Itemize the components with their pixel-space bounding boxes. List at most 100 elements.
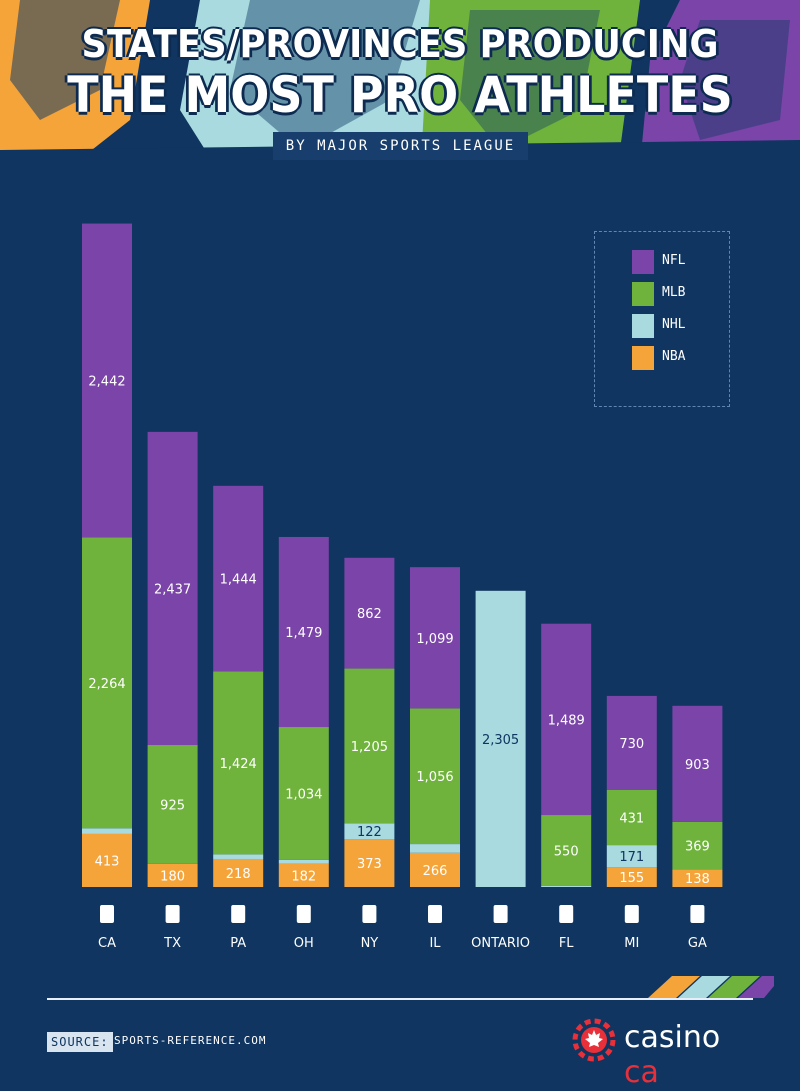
- footer-divider: [47, 998, 753, 1000]
- category-label-mi: MI: [624, 936, 639, 951]
- legend-swatch-nba: [632, 346, 654, 370]
- bar-nfl-fl: [541, 623, 592, 816]
- legend-label-nba: NBA: [662, 349, 686, 364]
- bar-mlb-ca: [82, 537, 132, 829]
- data-label-nfl-ny: 862: [357, 607, 382, 622]
- legend-label-nfl: NFL: [662, 253, 686, 268]
- data-label-nfl-tx: 2,437: [154, 582, 191, 597]
- logo-wordmark: casino ca: [624, 1020, 762, 1090]
- data-label-nba-mi: 155: [619, 871, 644, 886]
- data-label-mlb-tx: 925: [160, 798, 185, 813]
- bar-nfl-ny: [344, 557, 395, 669]
- bar-nhl-ontario: [475, 590, 526, 887]
- data-label-nba-pa: 218: [226, 867, 251, 882]
- category-label-oh: OH: [294, 936, 314, 951]
- region-shape-icon-ontario: [493, 905, 508, 923]
- bar-nfl-pa: [213, 485, 264, 672]
- data-label-nba-ca: 413: [95, 854, 120, 869]
- category-label-ontario: ONTARIO: [471, 936, 530, 951]
- bar-nfl-il: [410, 567, 460, 709]
- data-label-nfl-oh: 1,479: [285, 626, 322, 641]
- header-artwork: [0, 0, 800, 205]
- data-label-mlb-ny: 1,205: [351, 740, 388, 755]
- bar-nba-il: [410, 852, 460, 887]
- data-label-mlb-pa: 1,424: [220, 757, 257, 772]
- maple-leaf-chip-icon: [572, 1018, 616, 1062]
- bar-nhl-il: [410, 844, 460, 853]
- bar-nfl-tx: [147, 431, 198, 746]
- data-label-mlb-oh: 1,034: [285, 787, 322, 802]
- category-label-tx: TX: [163, 936, 181, 951]
- category-label-pa: PA: [230, 936, 246, 951]
- bar-nhl-ca: [82, 828, 132, 834]
- logo-text-ca: ca: [624, 1055, 659, 1090]
- data-label-nba-il: 266: [423, 864, 448, 879]
- region-shape-icon-tx: [165, 905, 180, 923]
- bar-nhl-pa: [213, 854, 264, 859]
- bar-nfl-ca: [82, 223, 132, 538]
- bar-nhl-oh: [278, 859, 329, 864]
- category-label-ga: GA: [688, 936, 707, 951]
- data-label-nfl-ca: 2,442: [88, 374, 125, 389]
- data-label-mlb-ca: 2,264: [88, 677, 125, 692]
- logo-text-casino: casino: [624, 1020, 721, 1055]
- casino-ca-logo: casino ca: [572, 1018, 762, 1090]
- data-label-nhl-ontario: 2,305: [482, 733, 519, 748]
- region-shape-icon-ga: [690, 905, 705, 923]
- chart-subtitle: BY MAJOR SPORTS LEAGUE: [273, 132, 528, 160]
- bar-nba-ga: [672, 869, 723, 887]
- bar-nba-pa: [213, 858, 264, 887]
- bar-mlb-mi: [606, 789, 657, 846]
- data-label-mlb-fl: 550: [554, 844, 579, 859]
- bar-nba-tx: [147, 863, 198, 887]
- bar-nba-ca: [82, 833, 132, 887]
- legend-label-mlb: MLB: [662, 285, 686, 300]
- chart-title-line-1: STATES/PROVINCES PRODUCING: [81, 22, 719, 66]
- data-label-mlb-ga: 369: [685, 840, 710, 855]
- category-label-fl: FL: [559, 936, 574, 951]
- region-shape-icon-il: [428, 905, 442, 923]
- region-shape-icon-mi: [624, 905, 639, 923]
- data-label-nhl-ny: 122: [357, 825, 382, 840]
- data-label-nfl-mi: 730: [619, 737, 644, 752]
- category-label-ca: CA: [98, 936, 116, 951]
- data-label-nhl-mi: 171: [619, 850, 644, 865]
- header-banner: STATES/PROVINCES PRODUCING THE MOST PRO …: [0, 0, 800, 205]
- category-label-il: IL: [429, 936, 441, 951]
- data-label-nba-oh: 182: [291, 869, 316, 884]
- data-label-nfl-il: 1,099: [416, 632, 453, 647]
- region-shape-icon-ca: [100, 905, 114, 923]
- data-label-nba-ga: 138: [685, 872, 710, 887]
- bar-nfl-mi: [606, 695, 657, 790]
- bar-mlb-ga: [672, 821, 723, 870]
- bar-mlb-pa: [213, 671, 264, 855]
- legend-swatch-mlb: [632, 282, 654, 306]
- region-shape-icon-oh: [296, 905, 311, 923]
- bar-nhl-ny: [344, 823, 395, 840]
- bar-nfl-ga: [672, 705, 723, 822]
- data-label-nba-ny: 373: [357, 857, 382, 872]
- data-label-nba-tx: 180: [160, 869, 185, 884]
- category-label-ny: NY: [361, 936, 379, 951]
- bar-nba-oh: [278, 863, 329, 887]
- legend-swatch-nhl: [632, 314, 654, 338]
- data-label-mlb-mi: 431: [619, 811, 644, 826]
- bar-nfl-oh: [278, 536, 329, 728]
- chart-title-line-2: THE MOST PRO ATHLETES: [67, 66, 733, 124]
- bar-nba-mi: [606, 867, 657, 887]
- region-shape-icon-ny: [362, 905, 377, 923]
- data-label-mlb-il: 1,056: [416, 770, 453, 785]
- legend-label-nhl: NHL: [662, 317, 686, 332]
- bar-mlb-tx: [147, 745, 198, 864]
- legend-swatch-nfl: [632, 250, 654, 274]
- source-label: SOURCE:: [47, 1032, 113, 1052]
- source-text: SPORTS-REFERENCE.COM: [114, 1034, 267, 1047]
- region-shape-icon-pa: [231, 905, 246, 923]
- bar-nba-ny: [344, 839, 395, 887]
- stacked-bar-chart: 413442,2642,442CA1809252,437TX218361,424…: [82, 223, 723, 951]
- chart-legend: NFL MLB NHL NBA: [594, 231, 730, 407]
- bar-mlb-il: [410, 708, 460, 845]
- data-label-nfl-ga: 903: [685, 758, 710, 773]
- bar-mlb-fl: [541, 815, 592, 886]
- region-shape-icon-fl: [559, 905, 574, 923]
